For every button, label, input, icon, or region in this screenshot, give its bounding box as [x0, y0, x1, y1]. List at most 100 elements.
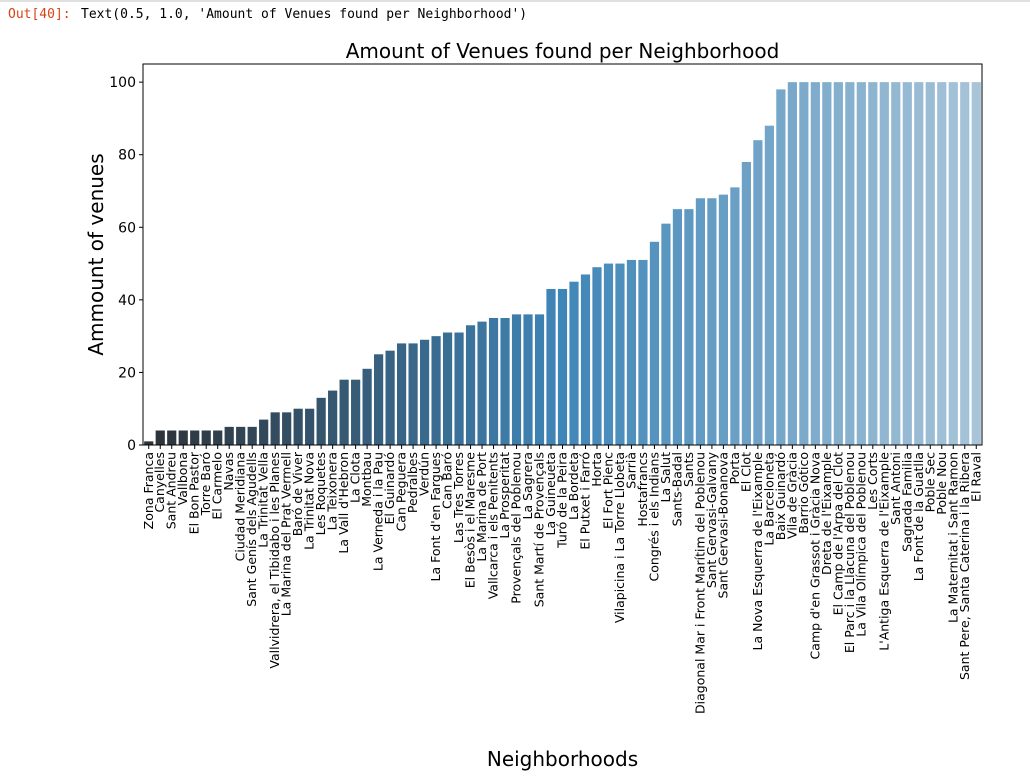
x-tick-label: El Parc i la Llacuna del Poblenou	[842, 452, 857, 653]
x-tick-label: Las Tres Torres	[451, 452, 466, 543]
x-tick-label: Barrio Gótico	[796, 452, 811, 534]
y-tick-label: 0	[127, 438, 136, 454]
cell-separator	[0, 0, 1030, 2]
chart-title: Amount of Venues found per Neighborhood	[346, 39, 780, 63]
bar	[580, 274, 591, 445]
x-tick-label: Sant Martí de Provençals	[532, 452, 547, 607]
y-tick-label: 80	[118, 148, 136, 164]
bar	[190, 430, 200, 445]
x-tick-label: El Guinardó	[382, 452, 397, 525]
x-tick-label: Les Roquetes	[313, 452, 328, 535]
bar	[971, 82, 981, 445]
x-tick-label: La Clota	[348, 452, 363, 503]
x-tick-label: Baró de Viver	[290, 451, 305, 536]
x-tick-label: La Teixonera	[325, 452, 340, 530]
x-tick-label: Ciudad Meridiana	[233, 452, 248, 561]
bar	[592, 267, 602, 445]
plot-frame	[142, 63, 983, 446]
bar	[144, 441, 154, 445]
x-tick-label: Pedralbes	[405, 452, 420, 513]
x-tick-label: Dreta de l'Eixample	[819, 452, 834, 575]
bar	[293, 408, 303, 445]
bar	[523, 314, 533, 445]
bar	[833, 82, 843, 445]
bar	[328, 390, 338, 445]
x-tick-label: Sants	[681, 452, 696, 487]
bar	[810, 82, 820, 445]
bar	[546, 288, 556, 445]
x-tick-label: Sagrada Familia	[899, 452, 914, 552]
bar	[155, 430, 165, 445]
bar	[822, 82, 832, 445]
x-tick-label: La Salut	[658, 452, 673, 503]
x-tick-label: La Trinitat Nova	[302, 452, 317, 550]
bar	[201, 430, 211, 445]
y-tick-label: 60	[118, 220, 136, 236]
x-tick-label: Torre Baró	[198, 452, 213, 516]
bar	[615, 263, 625, 445]
bar	[374, 354, 384, 445]
x-tick-label: La Bordeta	[566, 452, 581, 520]
bar	[845, 82, 855, 445]
x-tick-label: Poble Nou	[934, 452, 949, 515]
bar	[856, 82, 866, 445]
bar	[282, 412, 292, 445]
x-tick-label: Provençals del Poblenou	[509, 452, 524, 604]
y-tick-label: 40	[118, 293, 136, 309]
x-tick-label: El Camp de l'Arpa del Clot	[830, 452, 845, 616]
bar	[787, 82, 797, 445]
bar	[684, 209, 694, 445]
bar	[753, 140, 763, 445]
x-tick-label: Congrés i els Indians	[646, 452, 661, 581]
x-tick-label: Vallbona	[175, 452, 190, 505]
bar	[948, 82, 958, 445]
x-tick-label: Turó de la Peira	[555, 452, 570, 549]
bar	[879, 82, 889, 445]
x-tick-label: Camp d'en Grassot i Gràcia Nova	[807, 452, 822, 659]
x-axis-label: Neighborhoods	[487, 747, 638, 771]
bar	[902, 82, 912, 445]
x-tick-label: La Marina de Port	[474, 452, 489, 562]
x-tick-label: La Vila Olímpica del Poblenou	[853, 452, 868, 637]
bar	[408, 343, 418, 445]
bar	[937, 82, 947, 445]
output-prompt: Out[40]:	[8, 7, 71, 22]
bar	[247, 426, 257, 445]
bar	[960, 82, 970, 445]
y-tick-label: 100	[109, 75, 136, 91]
bar	[167, 430, 177, 445]
output-text: Text(0.5, 1.0, 'Amount of Venues found p…	[81, 7, 528, 22]
bar	[224, 426, 234, 445]
x-tick-label: La Nova Esquerra de l'Eixample	[750, 452, 765, 651]
x-tick-label: L'Antiga Esquerra de l'Eixample	[876, 452, 891, 651]
bar	[730, 187, 740, 445]
x-tick-label: La Barceloneta	[761, 452, 776, 546]
x-tick-label: La Vall d'Hebron	[336, 452, 351, 554]
bar	[477, 321, 487, 445]
x-tick-label: Vila de Gràcia	[784, 452, 799, 539]
x-tick-label: Sant Antoni	[888, 452, 903, 525]
x-tick-label: El Carmelo	[210, 452, 225, 520]
bar	[534, 314, 545, 445]
bar	[914, 82, 924, 445]
x-tick-label: La Prosperitat	[497, 452, 512, 539]
x-tick-label: Horta	[589, 452, 604, 487]
x-tick-label: La Font de la Guatlla	[911, 452, 926, 581]
x-tick-label: Vilapicina i La Torre Llobeta	[612, 452, 627, 623]
bar	[431, 336, 441, 445]
bar	[741, 161, 751, 445]
bar	[213, 430, 223, 445]
bar	[718, 194, 728, 445]
x-tick-label: Baix Guinardó	[773, 452, 788, 540]
bar	[362, 368, 372, 445]
x-tick-label: El Besòs i el Maresme	[463, 452, 478, 589]
bars-group	[144, 82, 981, 446]
x-tick-label: Vallvidrera, el Tibidabo i les Planes	[267, 452, 282, 669]
x-tick-label: Verdún	[417, 452, 432, 496]
bar	[638, 259, 648, 445]
x-tick-label: Can Peguera	[394, 452, 409, 531]
bar	[649, 241, 660, 445]
x-tick-label: La Marina del Prat Vermell	[279, 452, 294, 616]
x-tick-label: El Raval	[968, 452, 983, 502]
